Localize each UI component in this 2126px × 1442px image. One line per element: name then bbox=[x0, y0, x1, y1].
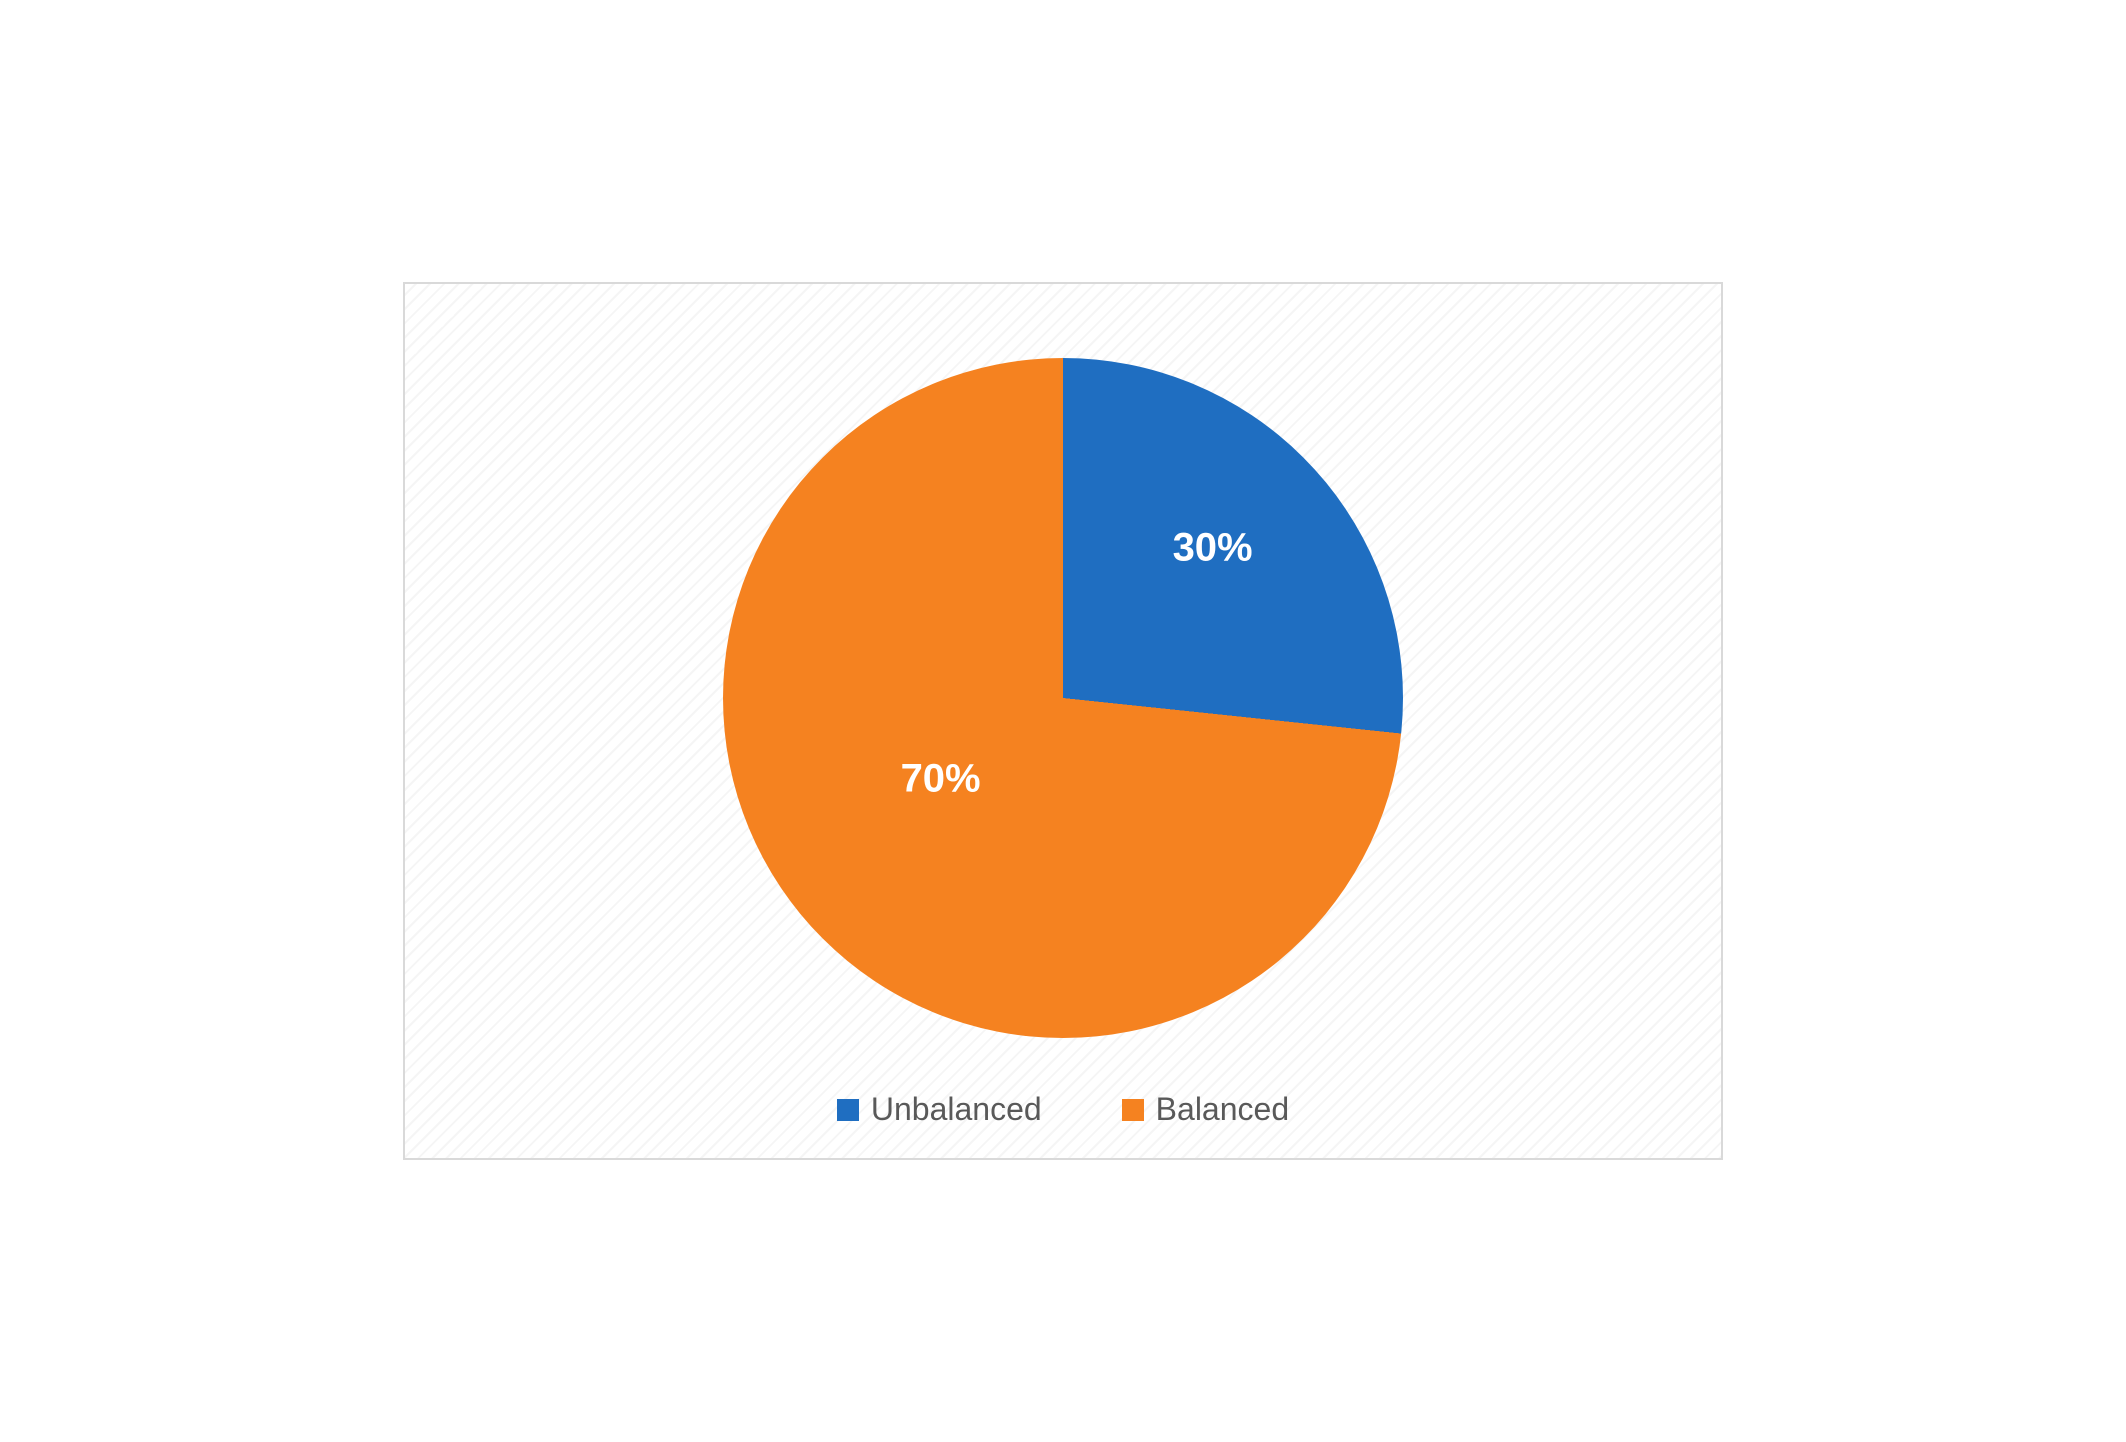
pie-chart-area: 30% 70% bbox=[425, 304, 1701, 1091]
legend-item: Unbalanced bbox=[837, 1091, 1042, 1128]
legend-swatch bbox=[837, 1099, 859, 1121]
legend-swatch bbox=[1122, 1099, 1144, 1121]
slice-label: 70% bbox=[901, 757, 981, 802]
legend-item: Balanced bbox=[1122, 1091, 1289, 1128]
chart-frame: 30% 70% Unbalanced Balanced bbox=[403, 282, 1723, 1160]
legend-label: Balanced bbox=[1156, 1091, 1289, 1128]
pie-chart: 30% 70% bbox=[723, 358, 1403, 1038]
legend: Unbalanced Balanced bbox=[837, 1091, 1289, 1128]
slice-label: 30% bbox=[1173, 525, 1253, 570]
legend-label: Unbalanced bbox=[871, 1091, 1042, 1128]
